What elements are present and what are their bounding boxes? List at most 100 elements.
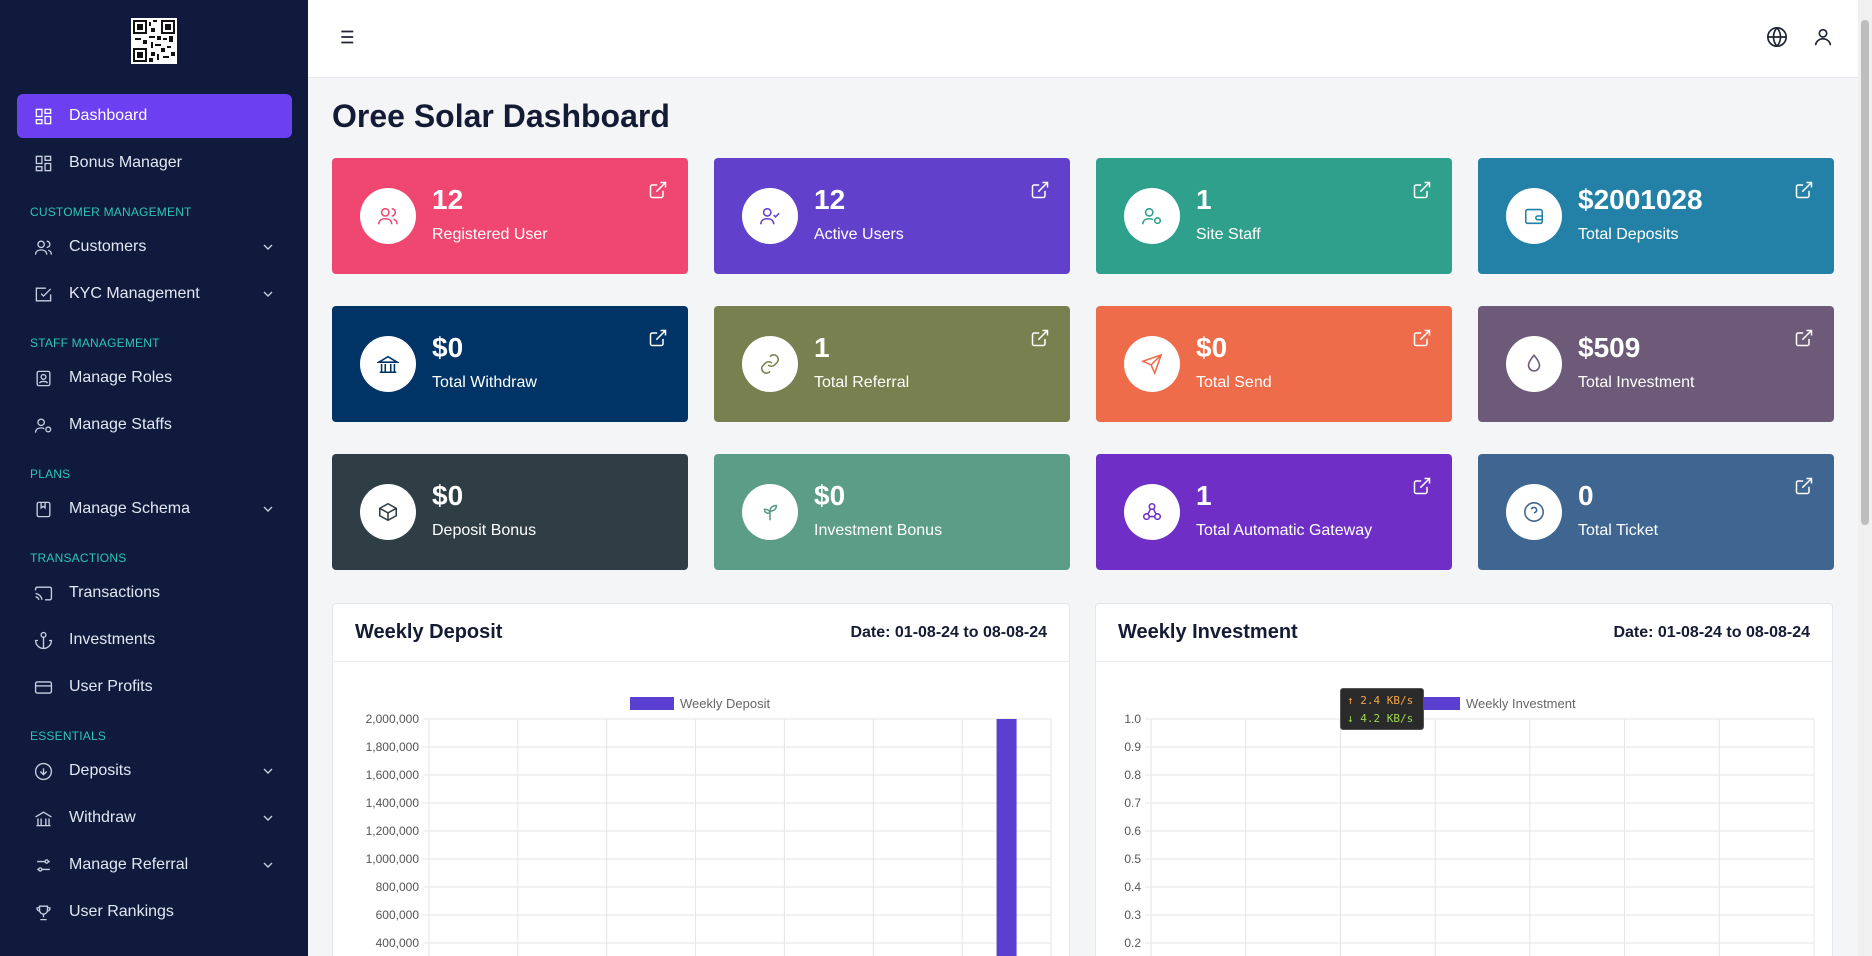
webhook-icon	[1142, 502, 1162, 521]
stat-card[interactable]: 1 Total Referral	[714, 306, 1070, 422]
card-label: Deposit Bonus	[432, 522, 537, 539]
external-link-icon[interactable]	[648, 180, 668, 200]
chevron-down-icon	[260, 501, 276, 517]
card-label: Total Send	[1196, 374, 1272, 391]
sidebar: Dashboard Bonus Manager CUSTOMER MANAGEM…	[0, 0, 308, 956]
stat-card[interactable]: 12 Registered User	[332, 158, 688, 274]
card-value: $509	[1578, 332, 1641, 363]
card-icon-circle	[742, 484, 798, 540]
external-link-icon[interactable]	[1030, 180, 1050, 200]
sidebar-item-label: User Rankings	[69, 903, 174, 920]
upload-speed: ↑ 2.4 KB/s	[1347, 694, 1414, 707]
globe-icon[interactable]	[1766, 26, 1788, 48]
external-link-icon[interactable]	[1794, 180, 1814, 200]
card-icon-circle	[1124, 336, 1180, 392]
box-icon	[378, 502, 398, 522]
id-badge-icon	[33, 368, 53, 388]
network-speed-overlay: ↑ 2.4 KB/s ↓ 4.2 KB/s	[1340, 688, 1424, 730]
bookmark-book-icon	[33, 499, 53, 519]
y-tick-label: 1,600,000	[366, 768, 420, 782]
sidebar-nav: Dashboard Bonus Manager CUSTOMER MANAGEM…	[17, 94, 292, 937]
chevron-down-icon	[260, 763, 276, 779]
card-label: Active Users	[814, 226, 904, 243]
sidebar-item-dashboard[interactable]: Dashboard	[17, 94, 292, 138]
section-essentials: ESSENTIALS	[30, 729, 107, 743]
y-tick-label: 0.5	[1124, 852, 1141, 866]
sidebar-item-manage-referral[interactable]: Manage Referral	[17, 843, 292, 887]
stat-card[interactable]: $0 Total Withdraw	[332, 306, 688, 422]
sprout-icon	[763, 504, 778, 521]
card-icon-circle	[1506, 188, 1562, 244]
external-link-icon[interactable]	[648, 328, 668, 348]
card-icon-circle	[1506, 336, 1562, 392]
sidebar-item-customers[interactable]: Customers	[17, 225, 292, 269]
stat-card[interactable]: 12 Active Users	[714, 158, 1070, 274]
user-check-icon	[760, 207, 780, 225]
card-value: 1	[1196, 184, 1212, 215]
panel-title: Weekly Deposit	[355, 621, 503, 643]
sidebar-item-bonus-manager[interactable]: Bonus Manager	[17, 141, 292, 185]
card-value: 1	[814, 332, 830, 363]
users-icon	[378, 207, 398, 225]
y-tick-label: 0.8	[1124, 768, 1141, 782]
user-icon[interactable]	[1812, 26, 1834, 48]
stat-card[interactable]: $0 Deposit Bonus	[332, 454, 688, 570]
sidebar-item-transactions[interactable]: Transactions	[17, 571, 292, 615]
card-value: $2001028	[1578, 184, 1703, 215]
panel-title: Weekly Investment	[1118, 621, 1298, 643]
card-label: Total Investment	[1578, 374, 1695, 391]
panel-date: Date: 01-08-24 to 08-08-24	[1613, 623, 1810, 641]
wallet-icon	[1524, 208, 1544, 225]
y-tick-label: 600,000	[376, 908, 420, 922]
chevron-down-icon	[260, 239, 276, 255]
sliders-icon	[33, 855, 53, 875]
stat-card[interactable]: $0 Total Send	[1096, 306, 1452, 422]
y-tick-label: 0.7	[1124, 796, 1141, 810]
sidebar-item-withdraw[interactable]: Withdraw	[17, 796, 292, 840]
bank-icon	[377, 355, 399, 374]
external-link-icon[interactable]	[1412, 328, 1432, 348]
sidebar-item-label: Investments	[69, 631, 156, 648]
card-value: 1	[1196, 480, 1212, 511]
link-icon	[760, 354, 780, 374]
weekly-investment-chart: Weekly Investment 1.0 0.9 0.8 0.7 0.6 0.5 0.4 0.…	[1124, 696, 1815, 956]
external-link-icon[interactable]	[1794, 476, 1814, 496]
card-value: 0	[1578, 480, 1594, 511]
send-icon	[1141, 353, 1163, 375]
card-value: 12	[432, 184, 464, 215]
y-tick-label: 0.3	[1124, 908, 1141, 922]
stat-card[interactable]: 1 Total Automatic Gateway	[1096, 454, 1452, 570]
sidebar-item-manage-schema[interactable]: Manage Schema	[17, 487, 292, 531]
sidebar-item-label: Transactions	[69, 584, 160, 601]
qr-code-icon	[133, 20, 175, 62]
page-title: Oree Solar Dashboard	[332, 98, 670, 134]
card-label: Investment Bonus	[814, 522, 943, 539]
bar	[996, 719, 1017, 956]
external-link-icon[interactable]	[1030, 328, 1050, 348]
y-tick-label: 1,400,000	[366, 796, 420, 810]
sidebar-item-investments[interactable]: Investments	[17, 618, 292, 662]
sidebar-item-user-profits[interactable]: User Profits	[17, 665, 292, 709]
stat-card[interactable]: $2001028 Total Deposits	[1478, 158, 1834, 274]
stat-card[interactable]: $509 Total Investment	[1478, 306, 1834, 422]
card-icon-circle	[1506, 484, 1562, 540]
panel-date: Date: 01-08-24 to 08-08-24	[850, 623, 1047, 641]
menu-list-icon[interactable]	[334, 26, 358, 50]
external-link-icon[interactable]	[1412, 180, 1432, 200]
sidebar-item-kyc-management[interactable]: KYC Management	[17, 272, 292, 316]
external-link-icon[interactable]	[1794, 328, 1814, 348]
scrollbar-thumb[interactable]	[1861, 20, 1869, 525]
qr-logo[interactable]	[131, 18, 177, 64]
legend-swatch	[1416, 697, 1460, 710]
sidebar-item-manage-staffs[interactable]: Manage Staffs	[17, 403, 292, 447]
stat-card[interactable]: $0 Investment Bonus	[714, 454, 1070, 570]
card-icon-circle	[360, 484, 416, 540]
card-icon-circle	[1124, 188, 1180, 244]
sidebar-item-user-rankings[interactable]: User Rankings	[17, 890, 292, 934]
page-scrollbar[interactable]	[1858, 0, 1872, 956]
sidebar-item-manage-roles[interactable]: Manage Roles	[17, 356, 292, 400]
external-link-icon[interactable]	[1412, 476, 1432, 496]
stat-card[interactable]: 0 Total Ticket	[1478, 454, 1834, 570]
sidebar-item-deposits[interactable]: Deposits	[17, 749, 292, 793]
stat-card[interactable]: 1 Site Staff	[1096, 158, 1452, 274]
